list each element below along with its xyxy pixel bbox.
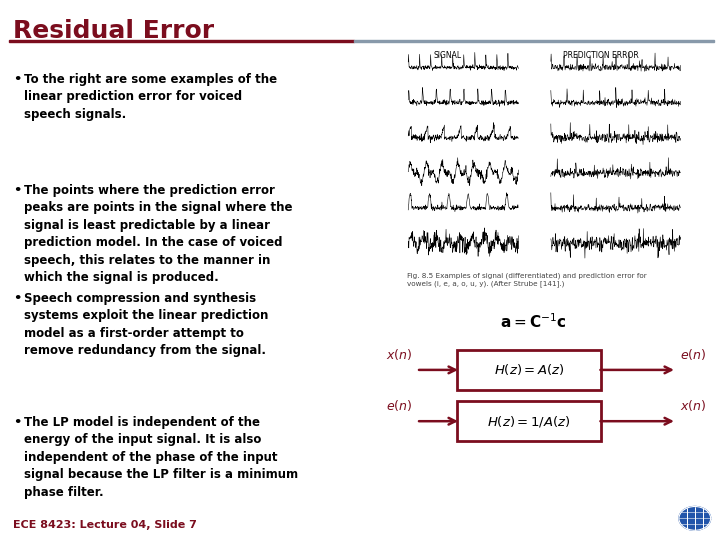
FancyBboxPatch shape [457, 401, 601, 442]
Text: To the right are some examples of the
linear prediction error for voiced
speech : To the right are some examples of the li… [24, 73, 277, 121]
Text: The LP model is independent of the
energy of the input signal. It is also
indepe: The LP model is independent of the energ… [24, 416, 298, 499]
Text: Fig. 8.5 Examples of signal (differentiated) and prediction error for
vowels (i,: Fig. 8.5 Examples of signal (differentia… [407, 273, 647, 287]
Text: $H(z) = 1/ A(z)$: $H(z) = 1/ A(z)$ [487, 414, 571, 429]
Text: •: • [13, 292, 22, 305]
Text: SIGNAL: SIGNAL [433, 51, 462, 60]
Circle shape [679, 507, 711, 530]
Text: $\mathbf{a} = \mathbf{C}^{-1}\mathbf{c}$: $\mathbf{a} = \mathbf{C}^{-1}\mathbf{c}$ [500, 312, 566, 330]
Text: $e(n)$: $e(n)$ [386, 398, 413, 413]
Bar [354, 40, 714, 42]
Text: $x(n)$: $x(n)$ [386, 347, 413, 362]
Text: $e(n)$: $e(n)$ [680, 347, 707, 362]
Text: $x(n)$: $x(n)$ [680, 398, 707, 413]
Text: PREDICTION ERROR: PREDICTION ERROR [563, 51, 639, 60]
Text: The points where the prediction error
peaks are points in the signal where the
s: The points where the prediction error pe… [24, 184, 292, 284]
Bar [9, 40, 354, 42]
Text: •: • [13, 416, 22, 429]
Text: •: • [13, 73, 22, 86]
FancyBboxPatch shape [457, 350, 601, 390]
Text: ECE 8423: Lecture 04, Slide 7: ECE 8423: Lecture 04, Slide 7 [13, 520, 197, 530]
Text: •: • [13, 184, 22, 197]
Text: Speech compression and synthesis
systems exploit the linear prediction
model as : Speech compression and synthesis systems… [24, 292, 268, 357]
Text: Residual Error: Residual Error [13, 19, 214, 43]
Text: $H(z) = A(z)$: $H(z) = A(z)$ [494, 362, 564, 377]
